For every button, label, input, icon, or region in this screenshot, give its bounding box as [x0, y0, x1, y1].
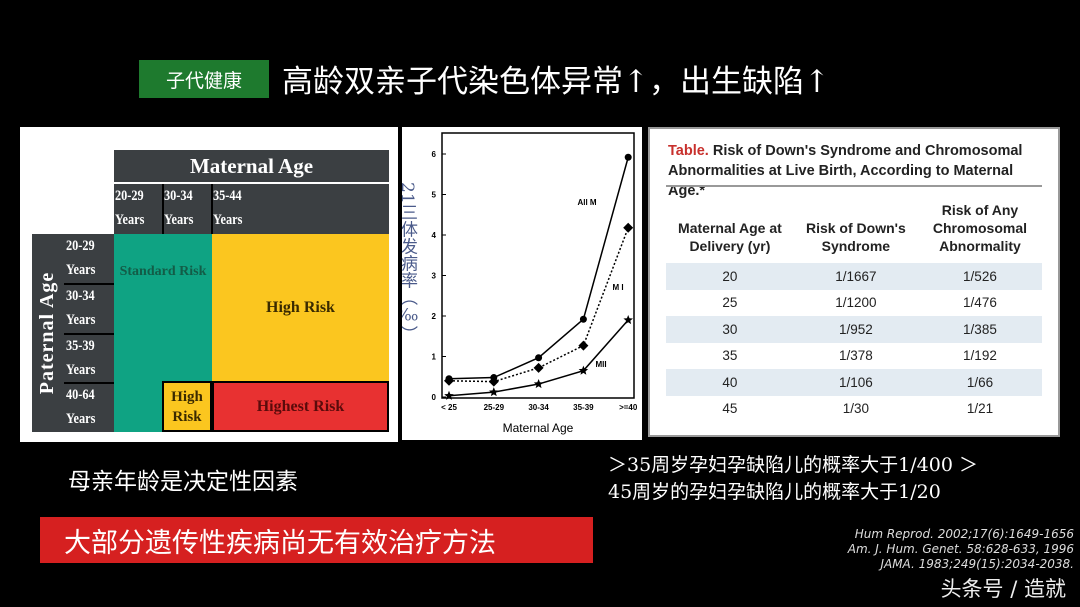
table-row: 45 1/30 1/21	[666, 396, 1042, 423]
x-axis-label: Maternal Age	[503, 421, 574, 435]
data-point	[444, 375, 454, 386]
high-risk-cell: High Risk	[212, 234, 389, 381]
x-tick-label: 30-34	[528, 403, 549, 412]
note-left: 母亲年龄是决定性因素	[68, 469, 298, 495]
data-point	[535, 354, 543, 362]
table-cell: 45	[722, 401, 738, 417]
y-tick-label: 1	[432, 353, 437, 362]
data-point	[579, 315, 587, 323]
table-cell: 1/378	[838, 348, 873, 364]
data-point	[623, 315, 633, 325]
table-cell: 1/21	[966, 401, 994, 417]
risk-table: Maternal Age at Delivery (yr) Risk of Do…	[666, 195, 1042, 422]
table-cell: 1/385	[917, 316, 1042, 343]
paternal-title: Paternal Age	[36, 271, 58, 395]
x-tick-label: < 25	[441, 403, 457, 412]
references: Hum Reprod. 2002;17(6):1649-1656 Am. J. H…	[847, 527, 1074, 571]
series-label: MII	[595, 360, 606, 369]
maternal-cols	[114, 184, 389, 234]
prow-3: 35-39 Years	[66, 338, 96, 378]
table-cell: 30	[666, 316, 794, 343]
prow-1: 20-29 Years	[66, 238, 96, 278]
data-point	[533, 362, 544, 373]
data-point	[578, 340, 589, 351]
data-point	[623, 222, 634, 233]
table-cell: 1/952	[793, 316, 918, 343]
table-row: 35 1/378 1/192	[666, 343, 1042, 370]
table-row: 20 1/1667 1/526	[666, 263, 1042, 290]
maternal-header: Maternal Age	[114, 150, 389, 182]
series-line	[448, 227, 629, 383]
table-row: 25 1/1200 1/476	[666, 290, 1042, 317]
y-tick-label: 2	[432, 312, 437, 321]
table-cell: 1/526	[917, 263, 1042, 290]
table-title: Table. Risk of Down's Syndrome and Chrom…	[668, 143, 1023, 199]
slide-title: 高龄双亲子代染色体异常↑，出生缺陷↑	[282, 64, 830, 100]
table-cell: 1/192	[963, 348, 997, 364]
table-cell: 1/1200	[835, 295, 877, 311]
series-label: All M	[577, 198, 596, 207]
watermark: 头条号 / 造就	[940, 577, 1066, 601]
x-tick-label: >=40	[619, 403, 638, 412]
data-point	[624, 153, 632, 161]
table-cell: 1/106	[793, 369, 918, 396]
risk-grid-figure: Maternal Age 20-29 Years 30-34 Years 35-44…	[20, 127, 398, 442]
prow-2: 30-34 Years	[66, 288, 96, 328]
highest-risk-cell: Highest Risk	[212, 381, 389, 432]
table-row: 40 1/106 1/66	[666, 369, 1042, 396]
trisomy-chart: 0 1 2 3 4 5 6 < 25 25-29 30-34 35-39 >=40 Maternal A…	[396, 127, 642, 440]
prow-4: 40-64 Years	[66, 387, 96, 427]
y-axis-label: 21三体发病率（‰）	[402, 182, 418, 343]
y-tick-label: 5	[432, 191, 437, 200]
x-tick-label: 35-39	[573, 403, 594, 412]
series-line	[448, 157, 629, 380]
data-point	[488, 376, 499, 387]
table-cell: 1/30	[842, 401, 869, 417]
note-right: ＞35周岁孕妇孕缺陷儿的概率大于1/400 ＞ 45周岁的孕妇孕缺陷儿的概率大于1…	[608, 454, 978, 503]
banner: 大部分遗传性疾病尚无有效治疗方法	[40, 517, 593, 563]
col-header: Risk of Down's Syndrome	[805, 220, 906, 254]
plot-frame	[441, 132, 635, 399]
mcol-1: 20-29 Years	[115, 188, 145, 228]
down-syndrome-table: Table. Risk of Down's Syndrome and Chrom…	[648, 127, 1060, 437]
table-cell: 40	[666, 369, 794, 396]
maternal-title: Maternal Age	[189, 154, 314, 178]
data-point	[578, 365, 589, 375]
table-cell: 25	[722, 295, 738, 311]
data-point	[489, 387, 499, 397]
table-cell: 1/1667	[793, 263, 918, 290]
section-tag: 子代健康	[139, 60, 269, 98]
table-cell: 20	[666, 263, 794, 290]
chart-svg: 0 1 2 3 4 5 6 < 25 25-29 30-34 35-39 >=40 Maternal A…	[396, 132, 638, 435]
table-cell: 35	[722, 348, 738, 364]
data-point	[533, 379, 544, 389]
col-header: Maternal Age at Delivery (yr)	[678, 220, 782, 254]
table-row: 30 1/952 1/385	[666, 316, 1042, 343]
y-tick-label: 3	[432, 272, 437, 281]
y-tick-label: 4	[432, 231, 437, 240]
x-tick-label: 25-29	[484, 403, 505, 412]
paternal-header: Paternal Age	[32, 234, 64, 432]
series-label: M I	[612, 283, 623, 292]
mcol-3: 35-44 Years	[213, 188, 243, 228]
y-tick-label: 0	[432, 393, 437, 402]
table-cell: 1/476	[963, 295, 997, 311]
col-header: Risk of Any Chromosomal Abnormality	[932, 202, 1028, 254]
y-tick-label: 6	[432, 150, 437, 159]
mcol-2: 30-34 Years	[164, 188, 194, 228]
data-point	[444, 390, 454, 400]
table-cell: 1/66	[917, 369, 1042, 396]
high-risk-small-cell: High Risk	[162, 381, 212, 432]
